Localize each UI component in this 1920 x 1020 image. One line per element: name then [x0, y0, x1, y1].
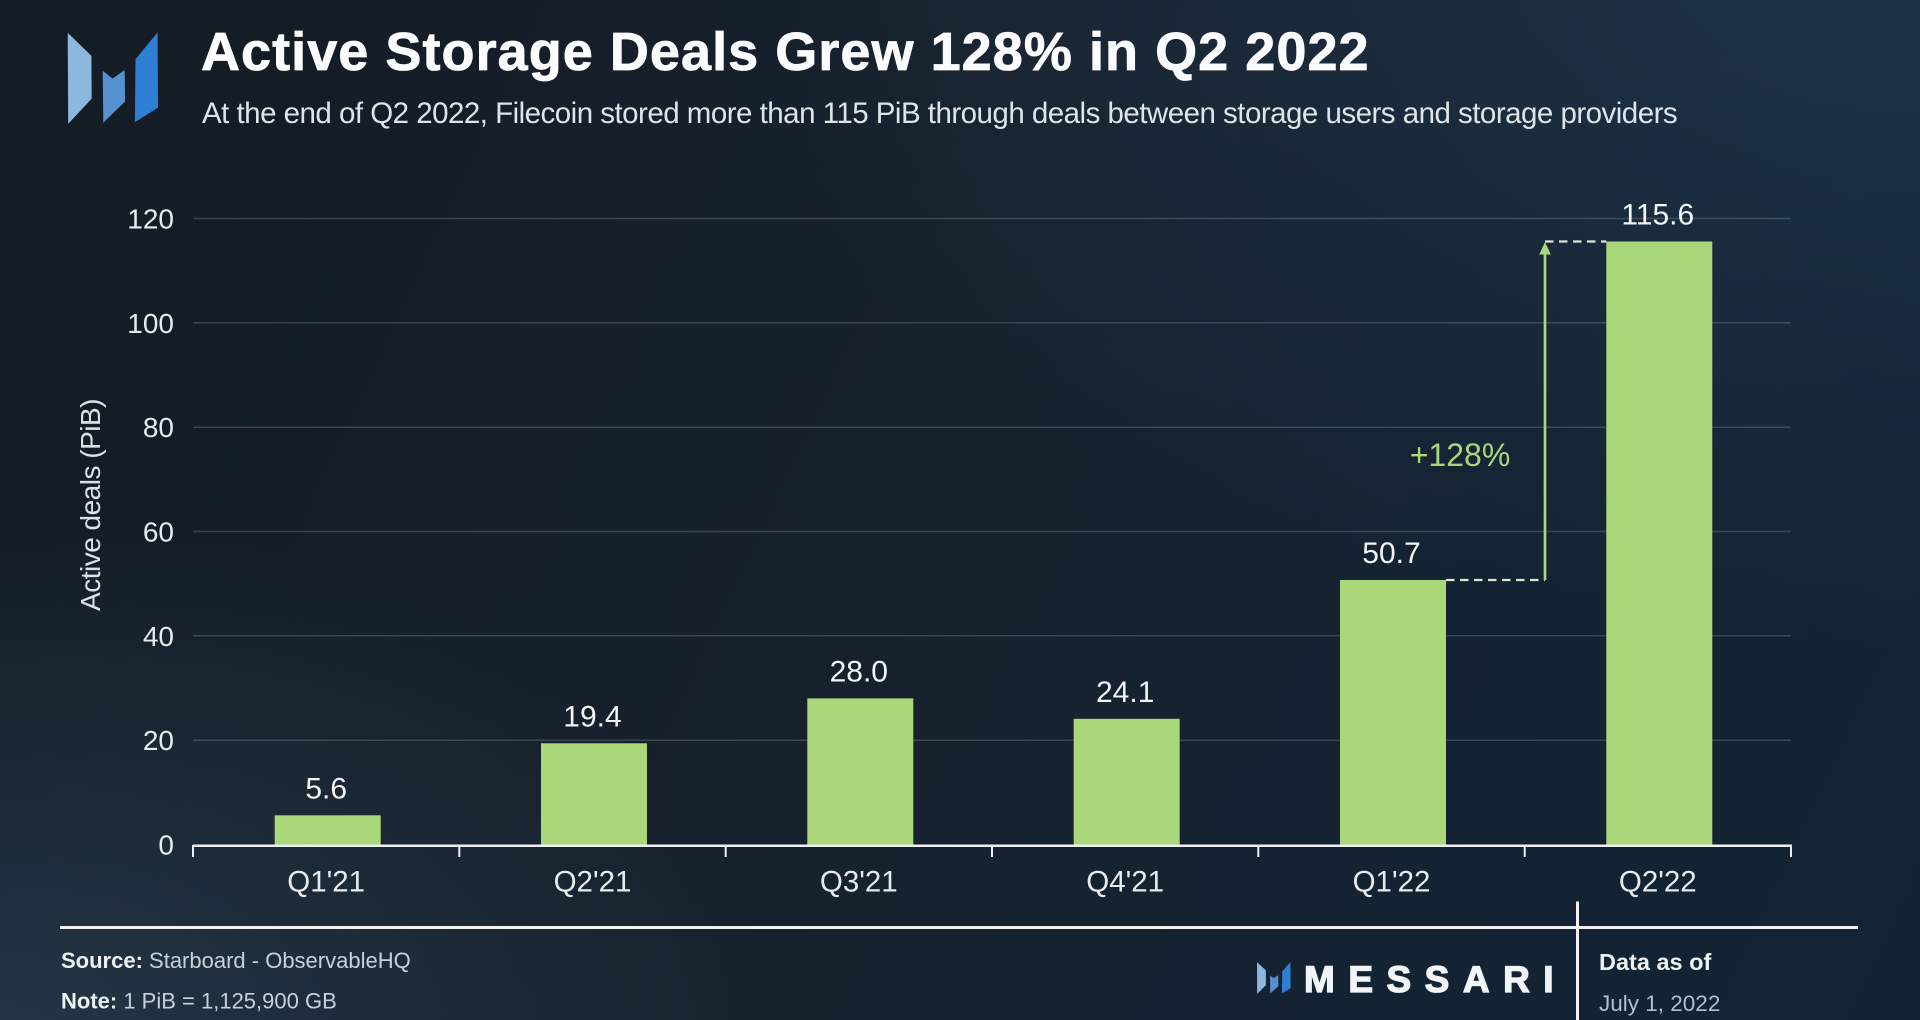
svg-text:28.0: 28.0 [830, 656, 888, 689]
svg-text:Q2'22: Q2'22 [1619, 866, 1697, 899]
svg-text:19.4: 19.4 [563, 701, 621, 734]
svg-text:Q1'21: Q1'21 [287, 866, 365, 899]
svg-text:Q1'22: Q1'22 [1353, 866, 1431, 899]
svg-text:40: 40 [143, 621, 174, 652]
svg-text:Active deals (PiB): Active deals (PiB) [75, 399, 106, 611]
svg-text:MESSARI: MESSARI [1304, 959, 1567, 1000]
svg-text:120: 120 [127, 204, 174, 235]
svg-text:Note: 1 PiB = 1,125,900 GB: Note: 1 PiB = 1,125,900 GB [61, 989, 337, 1014]
svg-text:100: 100 [127, 308, 174, 339]
svg-text:115.6: 115.6 [1621, 199, 1694, 232]
svg-text:+128%: +128% [1410, 437, 1511, 473]
svg-text:80: 80 [143, 412, 174, 443]
svg-text:5.6: 5.6 [305, 773, 347, 806]
svg-text:20: 20 [143, 725, 174, 756]
svg-text:50.7: 50.7 [1362, 537, 1420, 570]
svg-text:Q3'21: Q3'21 [820, 866, 898, 899]
svg-text:July 1, 2022: July 1, 2022 [1599, 991, 1720, 1016]
svg-text:Source: Starboard - Observable: Source: Starboard - ObservableHQ [61, 948, 411, 973]
svg-text:60: 60 [143, 517, 174, 548]
svg-text:24.1: 24.1 [1096, 676, 1154, 709]
svg-text:Q2'21: Q2'21 [554, 866, 632, 899]
svg-text:0: 0 [158, 830, 174, 861]
svg-text:Q4'21: Q4'21 [1086, 866, 1164, 899]
svg-text:Data as of: Data as of [1599, 949, 1711, 975]
